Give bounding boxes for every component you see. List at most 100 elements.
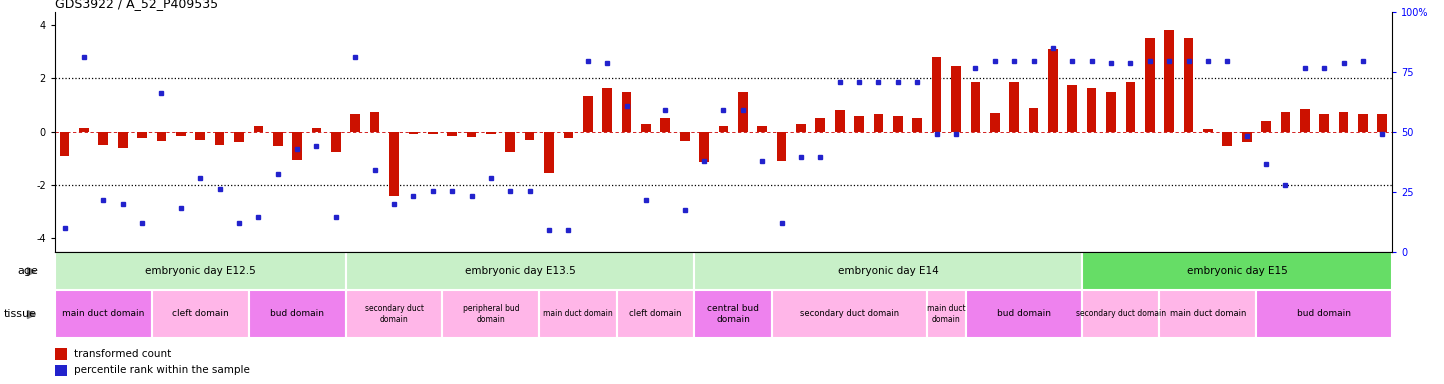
Text: GDS3922 / A_52_P409535: GDS3922 / A_52_P409535 [55,0,218,10]
Bar [1082,290,1160,338]
Bar [55,252,345,290]
Bar [970,82,980,131]
Text: secondary duct domain: secondary duct domain [800,310,900,318]
Bar [345,252,695,290]
Bar [991,113,999,131]
Bar [1028,108,1038,131]
Bar [719,126,728,131]
Text: cleft domain: cleft domain [172,310,228,318]
Bar [156,131,166,141]
Bar [952,66,960,131]
Bar [442,290,540,338]
Bar [1378,114,1388,131]
Bar [55,348,66,359]
Bar [695,252,1082,290]
Bar [660,118,670,131]
Bar [563,131,573,138]
Bar [699,131,709,162]
Bar [524,131,534,139]
Bar [55,290,152,338]
Bar [1145,38,1155,131]
Bar [1125,82,1135,131]
Text: peripheral bud
domain: peripheral bud domain [462,304,520,324]
Text: central bud
domain: central bud domain [708,304,760,324]
Bar [345,290,442,338]
Bar [544,131,554,173]
Bar [1359,114,1367,131]
Bar [312,127,322,131]
Bar [1009,82,1019,131]
Bar [617,290,695,338]
Text: main duct
domain: main duct domain [927,304,966,324]
Bar [195,131,205,139]
Bar [695,290,773,338]
Text: percentile rank within the sample: percentile rank within the sample [74,366,250,376]
Bar [855,116,864,131]
Bar [874,114,884,131]
Bar [773,290,927,338]
Bar [738,91,748,131]
Text: bud domain: bud domain [996,310,1051,318]
Bar [1300,109,1310,131]
Bar [680,131,690,141]
Bar [118,131,127,147]
Bar [777,131,787,161]
Text: embryonic day E12.5: embryonic day E12.5 [144,266,256,276]
Bar [927,290,966,338]
Bar [55,364,66,376]
Bar [1164,30,1174,131]
Bar [816,118,825,131]
Text: main duct domain: main duct domain [62,310,144,318]
Bar [292,131,302,159]
Text: embryonic day E14: embryonic day E14 [838,266,939,276]
Bar [540,290,617,338]
Text: tissue: tissue [4,309,38,319]
Bar [641,124,651,131]
Bar [1281,111,1291,131]
Bar [602,88,612,131]
Text: transformed count: transformed count [74,349,170,359]
Bar [370,111,380,131]
Text: age: age [17,266,39,276]
Bar [966,290,1082,338]
Bar [1223,131,1232,146]
Bar [1203,129,1213,131]
Text: main duct domain: main duct domain [543,310,612,318]
Bar [931,57,941,131]
Bar [331,131,341,152]
Bar [427,131,438,134]
Bar [1256,290,1392,338]
Bar [835,110,845,131]
Bar [390,131,399,195]
Bar [487,131,495,134]
Text: cleft domain: cleft domain [630,310,682,318]
Text: secondary duct domain: secondary duct domain [1076,310,1165,318]
Bar [351,114,360,131]
Bar [137,131,147,138]
Bar [273,131,283,146]
Bar [448,131,456,136]
Text: embryonic day E13.5: embryonic day E13.5 [465,266,575,276]
Text: bud domain: bud domain [1297,310,1352,318]
Bar [466,131,477,137]
Text: main duct domain: main duct domain [1170,310,1246,318]
Bar [254,126,263,131]
Bar [1261,121,1271,131]
Bar [1048,49,1057,131]
Text: bud domain: bud domain [270,310,323,318]
Bar [59,131,69,156]
Bar [1106,91,1116,131]
Bar [757,126,767,131]
Bar [79,127,88,131]
Bar [1067,85,1077,131]
Bar [98,131,108,145]
Bar [796,124,806,131]
Bar [1082,252,1392,290]
Bar [583,96,592,131]
Bar [1087,88,1096,131]
Bar [409,131,419,134]
Bar [176,131,186,136]
Text: secondary duct
domain: secondary duct domain [364,304,423,324]
Bar [248,290,345,338]
Bar [234,131,244,142]
